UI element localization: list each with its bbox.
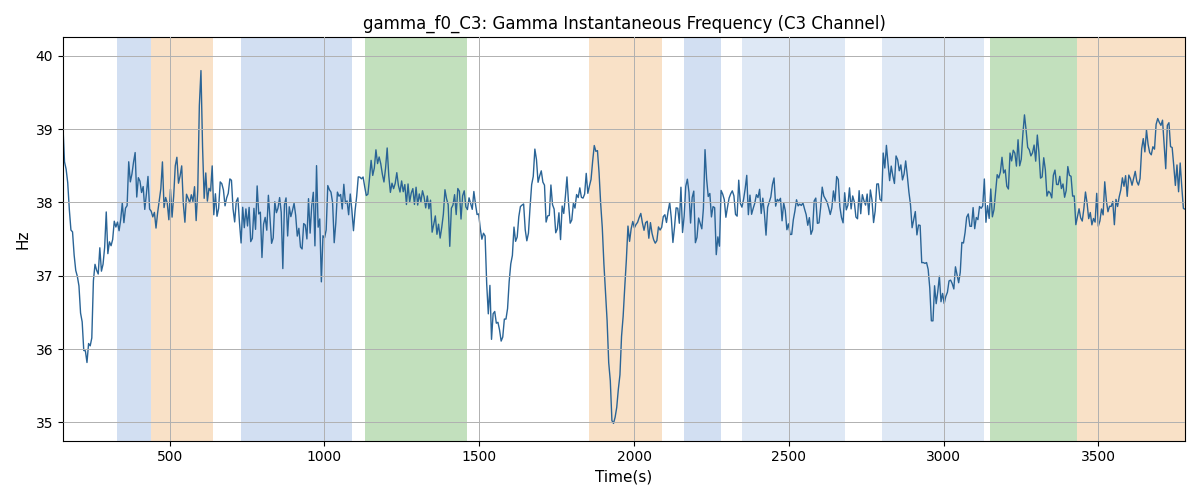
Bar	[684, 38, 721, 440]
X-axis label: Time(s): Time(s)	[595, 470, 653, 485]
Bar	[589, 38, 662, 440]
Bar	[151, 38, 214, 440]
Title: gamma_f0_C3: Gamma Instantaneous Frequency (C3 Channel): gamma_f0_C3: Gamma Instantaneous Frequen…	[362, 15, 886, 34]
Bar	[1076, 38, 1184, 440]
Bar	[882, 38, 984, 440]
Bar	[118, 38, 151, 440]
Bar	[743, 38, 845, 440]
Y-axis label: Hz: Hz	[16, 230, 30, 249]
Bar	[241, 38, 353, 440]
Bar	[990, 38, 1076, 440]
Bar	[365, 38, 467, 440]
